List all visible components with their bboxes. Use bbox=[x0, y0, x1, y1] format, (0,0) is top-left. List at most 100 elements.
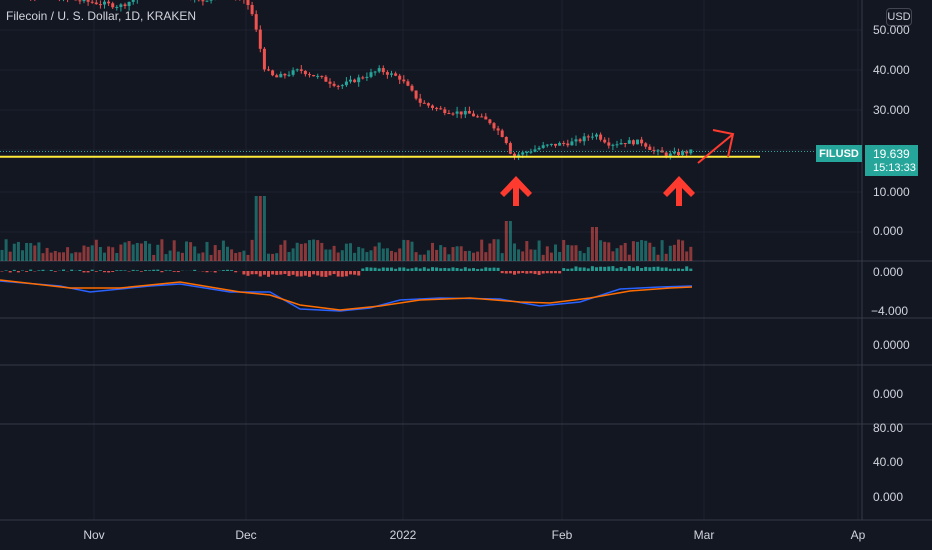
macd-histogram-bar bbox=[623, 268, 627, 271]
macd-histogram-bar bbox=[607, 266, 611, 271]
candle bbox=[640, 139, 644, 144]
volume-bar bbox=[422, 254, 426, 261]
macd-histogram-bar bbox=[271, 271, 275, 275]
macd-histogram-bar bbox=[545, 271, 549, 274]
macd-histogram-bar bbox=[517, 271, 521, 274]
macd-histogram-bar bbox=[361, 268, 365, 271]
volume-bar bbox=[197, 253, 201, 261]
macd-histogram-bar bbox=[660, 267, 664, 271]
candle bbox=[648, 146, 652, 150]
macd-histogram-bar bbox=[135, 270, 139, 271]
macd-histogram-bar bbox=[82, 271, 86, 273]
macd-histogram-bar bbox=[500, 271, 504, 274]
macd-histogram-bar bbox=[521, 271, 525, 274]
volume-bar bbox=[107, 246, 111, 261]
macd-histogram-bar bbox=[525, 271, 529, 274]
macd-histogram-bar bbox=[677, 268, 680, 271]
volume-bar bbox=[74, 252, 78, 261]
candle bbox=[525, 151, 529, 153]
macd-histogram-bar bbox=[554, 271, 557, 274]
volume-bar bbox=[258, 196, 262, 261]
volume-bar bbox=[611, 251, 615, 261]
volume-bar bbox=[554, 244, 557, 261]
volume-bar bbox=[148, 243, 152, 261]
candle bbox=[521, 152, 525, 155]
macd-histogram-bar bbox=[418, 268, 422, 271]
time-tick: Dec bbox=[235, 528, 257, 542]
macd-histogram-bar bbox=[472, 268, 475, 271]
currency-button[interactable]: USD bbox=[886, 8, 912, 26]
candle bbox=[558, 142, 562, 146]
volume-bar bbox=[144, 241, 147, 261]
candle bbox=[320, 75, 324, 77]
volume-bar bbox=[29, 243, 33, 261]
candle bbox=[492, 123, 496, 129]
volume-bar bbox=[332, 245, 336, 261]
volume-bar bbox=[549, 252, 553, 261]
volume-bar bbox=[62, 252, 65, 261]
volume-bar bbox=[435, 249, 439, 261]
macd-histogram-bar bbox=[234, 271, 238, 273]
volume-bar bbox=[513, 243, 516, 261]
macd-histogram-bar bbox=[267, 271, 270, 277]
volume-bar bbox=[381, 248, 385, 261]
volume-bar bbox=[172, 240, 176, 261]
volume-bar bbox=[242, 250, 246, 261]
macd-tick: 0.000 bbox=[873, 265, 904, 279]
price-tick: 40.000 bbox=[873, 63, 910, 77]
pane4-tick: 0.0000 bbox=[873, 338, 910, 352]
candle bbox=[422, 102, 426, 104]
macd-histogram-bar bbox=[111, 271, 115, 272]
macd-histogram-bar bbox=[369, 267, 373, 271]
volume-bar bbox=[205, 241, 209, 261]
macd-histogram-bar bbox=[90, 269, 94, 271]
candle bbox=[394, 73, 398, 76]
macd-histogram-bar bbox=[566, 268, 570, 271]
up-arrow-icon bbox=[500, 176, 532, 206]
macd-histogram-bar bbox=[349, 271, 352, 275]
macd-histogram-bar bbox=[98, 270, 102, 271]
volume-bar bbox=[180, 252, 184, 261]
volume-bar bbox=[25, 242, 29, 261]
macd-histogram-bar bbox=[668, 268, 672, 271]
rsi-tick: 0.000 bbox=[873, 490, 904, 504]
volume-bar bbox=[377, 242, 381, 261]
volume-bar bbox=[275, 253, 279, 261]
volume-bar bbox=[607, 242, 611, 261]
macd-histogram-bar bbox=[226, 269, 229, 271]
candle bbox=[439, 108, 443, 110]
candle bbox=[677, 151, 680, 155]
candle bbox=[295, 69, 299, 71]
macd-histogram-bar bbox=[328, 271, 332, 276]
macd-histogram-bar bbox=[275, 271, 279, 275]
last-price-label: 19.639 15:13:33 bbox=[865, 145, 918, 176]
volume-bar bbox=[459, 246, 463, 261]
volume-bar bbox=[238, 252, 242, 261]
candle bbox=[517, 154, 521, 156]
candle bbox=[537, 147, 541, 150]
volume-bar bbox=[185, 241, 188, 261]
volume-bar bbox=[586, 247, 590, 261]
volume-bar bbox=[533, 249, 537, 261]
volume-bar bbox=[636, 241, 639, 261]
macd-histogram-bar bbox=[529, 271, 533, 274]
volume-bar bbox=[209, 254, 213, 261]
candle bbox=[644, 143, 648, 147]
volume-bar bbox=[648, 242, 652, 261]
volume-bar bbox=[385, 248, 389, 261]
candle bbox=[123, 4, 127, 6]
volume-bar bbox=[455, 246, 459, 261]
macd-histogram-bar bbox=[414, 267, 418, 271]
candle bbox=[82, 0, 86, 2]
candle bbox=[340, 85, 344, 87]
volume-bar bbox=[525, 241, 529, 261]
price-tick: 10.000 bbox=[873, 185, 910, 199]
volume-bar bbox=[320, 242, 324, 261]
candle bbox=[627, 140, 631, 144]
macd-histogram-bar bbox=[492, 267, 496, 271]
candle bbox=[599, 134, 603, 140]
candle bbox=[656, 150, 660, 152]
volume-bar bbox=[303, 243, 307, 261]
volume-bar bbox=[558, 252, 562, 261]
